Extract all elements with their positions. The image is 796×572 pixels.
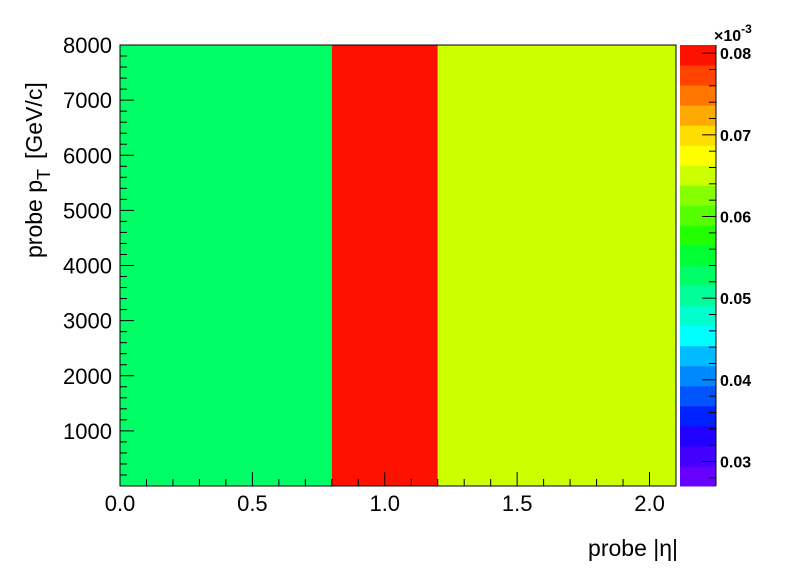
x-axis: 0.0 0.5 1.0 1.5 2.0 — [105, 472, 677, 516]
z-tick-label: 0.08 — [720, 46, 751, 63]
palette-swatch — [680, 465, 716, 487]
palette-swatch — [680, 105, 716, 126]
y-tick-label: 5000 — [63, 198, 112, 223]
y-tick-label: 8000 — [63, 33, 112, 58]
x-tick-label: 0.5 — [237, 491, 268, 516]
z-tick-label: 0.06 — [720, 210, 751, 227]
y-tick-label: 3000 — [63, 309, 112, 334]
palette-swatch — [680, 365, 716, 387]
y-axis-title-unit: [GeV/c] — [21, 82, 47, 159]
palette-swatch — [680, 265, 716, 287]
z-tick-label: 0.04 — [720, 373, 751, 390]
heatmap-cells — [120, 45, 676, 486]
y-axis-title-subscript: T — [34, 169, 54, 180]
palette-swatch — [680, 405, 716, 427]
color-axis-exponent-power: -3 — [741, 22, 752, 36]
z-tick-label: 0.03 — [720, 455, 751, 472]
z-tick-label: 0.05 — [720, 291, 751, 308]
y-tick-label: 2000 — [63, 364, 112, 389]
y-tick-label: 1000 — [63, 419, 112, 444]
palette-swatch — [680, 185, 716, 206]
x-tick-label: 2.0 — [634, 491, 665, 516]
y-axis-title: probe pT [GeV/c] — [21, 82, 54, 258]
palette-swatch — [680, 345, 716, 367]
color-axis-exponent-base: ×10 — [714, 28, 741, 45]
palette-swatch — [680, 385, 716, 407]
palette-swatch — [680, 425, 716, 447]
palette-swatch — [680, 165, 716, 186]
x-axis-title: probe |η| — [588, 535, 678, 561]
x-tick-label: 0.0 — [105, 491, 136, 516]
palette-swatch — [680, 225, 716, 246]
color-palette-bar — [680, 45, 716, 487]
palette-swatch — [680, 145, 716, 166]
palette-swatch — [680, 285, 716, 307]
heatmap-cell — [120, 45, 332, 486]
heatmap-cell — [331, 45, 438, 486]
palette-swatch — [680, 305, 716, 327]
palette-swatch — [680, 45, 716, 66]
palette-swatch — [680, 85, 716, 106]
y-axis: 1000 2000 3000 4000 5000 6000 7000 8000 — [63, 33, 134, 476]
z-tick-label: 0.07 — [720, 128, 751, 145]
palette-swatch — [680, 245, 716, 266]
y-tick-label: 4000 — [63, 254, 112, 279]
palette-swatch — [680, 125, 716, 146]
y-axis-title-main: probe p — [21, 180, 47, 258]
color-axis-exponent: ×10-3 — [714, 22, 752, 45]
heatmap-cell — [437, 45, 676, 486]
palette-swatch — [680, 205, 716, 226]
y-tick-label: 6000 — [63, 143, 112, 168]
x-tick-label: 1.0 — [369, 491, 400, 516]
palette-swatch — [680, 65, 716, 86]
y-tick-label: 7000 — [63, 88, 112, 113]
palette-swatch — [680, 445, 716, 467]
palette-swatch — [680, 325, 716, 347]
color-axis: 0.03 0.04 0.05 0.06 0.07 0.08 — [702, 45, 751, 486]
x-tick-label: 1.5 — [502, 491, 533, 516]
svg-text:probe pT[GeV/c]: probe pT [GeV/c] — [21, 82, 54, 258]
